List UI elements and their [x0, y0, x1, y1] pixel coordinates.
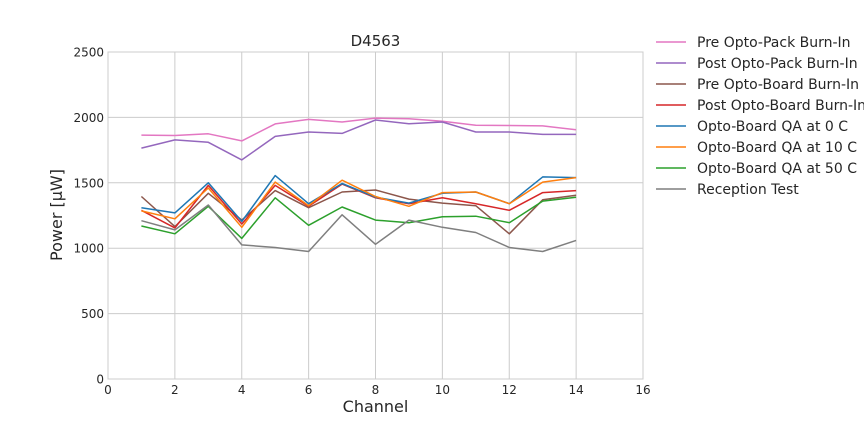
chart-title: D4563: [351, 32, 401, 50]
legend-label: Opto-Board QA at 50 C: [697, 161, 857, 177]
legend-label: Opto-Board QA at 10 C: [697, 140, 857, 156]
x-tick-label: 8: [372, 383, 380, 397]
axes: 0 2 4 6 8 10 12 14 16 0 500 1000 1500 2000 2500: [73, 46, 650, 398]
y-axis-label: Power [μW]: [47, 169, 66, 261]
series-line-1: [141, 117, 577, 142]
y-tick-label: 1000: [73, 242, 104, 256]
x-tick-label: 2: [171, 383, 179, 397]
x-tick-label: 6: [305, 383, 313, 397]
x-axis-label: Channel: [343, 397, 409, 416]
grid: [107, 51, 644, 380]
x-tick-label: 14: [568, 383, 583, 397]
legend: Pre Opto-Pack Burn-In Post Opto-Pack Burn…: [656, 35, 864, 198]
x-tick-label: 0: [104, 383, 112, 397]
y-tick-label: 2000: [73, 111, 104, 125]
series-line-2: [141, 119, 577, 161]
y-tick-label: 0: [96, 373, 104, 387]
legend-label: Pre Opto-Pack Burn-In: [697, 35, 851, 51]
x-tick-label: 16: [635, 383, 650, 397]
series-lines: [140, 117, 577, 253]
y-tick-label: 1500: [73, 176, 104, 190]
x-tick-label: 12: [502, 383, 517, 397]
legend-label: Opto-Board QA at 0 C: [697, 119, 848, 135]
legend-label: Post Opto-Board Burn-In: [697, 98, 864, 114]
legend-label: Reception Test: [697, 182, 799, 198]
x-tick-label: 4: [238, 383, 246, 397]
series-line-6: [141, 176, 577, 229]
legend-label: Post Opto-Pack Burn-In: [697, 56, 858, 72]
y-tick-label: 2500: [73, 46, 104, 60]
series-line-8: [141, 204, 577, 253]
x-tick-label: 10: [435, 383, 450, 397]
legend-label: Pre Opto-Board Burn-In: [697, 77, 859, 93]
y-tick-label: 500: [81, 307, 104, 321]
